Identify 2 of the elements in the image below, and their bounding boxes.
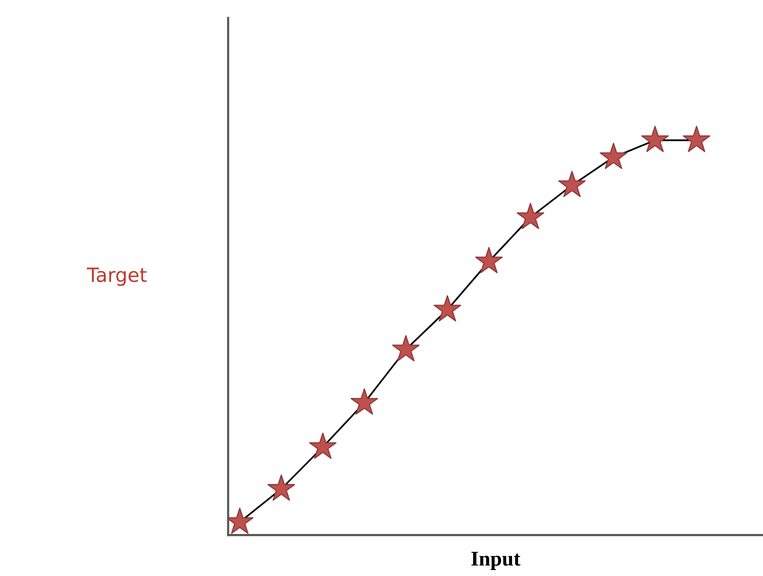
x-axis-title: Input bbox=[471, 552, 520, 570]
y-axis-title: Target bbox=[86, 268, 147, 286]
